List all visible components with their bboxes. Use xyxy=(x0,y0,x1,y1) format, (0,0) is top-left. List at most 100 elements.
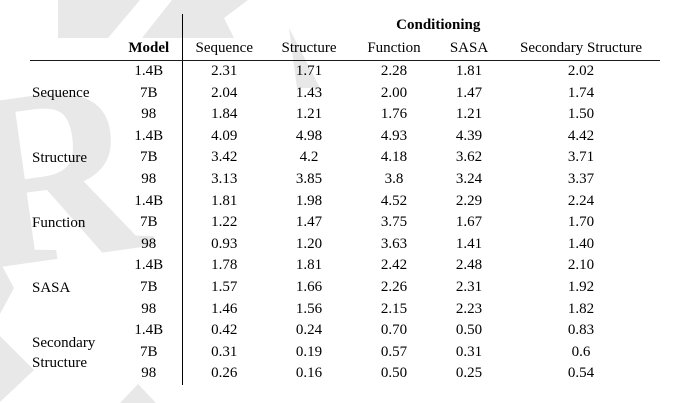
value-cell: 2.26 xyxy=(380,278,408,295)
row-group-label-function: Function xyxy=(32,214,86,231)
value-cell: 0.25 xyxy=(455,365,483,382)
model-cell: 7B xyxy=(116,82,183,105)
value-cell: 1.47 xyxy=(295,214,323,231)
column-header-row: Model Sequence Structure Function SASA S… xyxy=(30,36,661,61)
value-cell: 0.50 xyxy=(380,365,408,382)
value-cell: 2.31 xyxy=(211,63,238,79)
table-row: 7B 3.42 4.2 4.18 3.62 3.71 xyxy=(30,147,660,169)
value-cell: 3.75 xyxy=(380,214,408,231)
value-cell: 2.23 xyxy=(455,300,483,317)
value-cell: 1.21 xyxy=(295,106,323,123)
table-row: Function 1.4B 1.81 1.98 4.52 2.29 2.24 xyxy=(30,190,660,231)
value-cell: 4.52 xyxy=(380,192,408,209)
row-group-label-sasa: SASA xyxy=(32,279,71,296)
value-cell: 4.2 xyxy=(299,149,319,166)
table-row: 98 0.26 0.16 0.50 0.25 0.54 xyxy=(30,363,660,385)
model-cell: 1.4B xyxy=(116,60,183,83)
col-header-function: Function xyxy=(352,36,436,61)
value-cell: 1.56 xyxy=(295,300,323,317)
value-cell: 0.54 xyxy=(567,365,595,382)
value-cell: 2.04 xyxy=(211,84,238,101)
value-cell: 1.98 xyxy=(295,192,323,209)
value-cell: 3.13 xyxy=(211,170,238,187)
group-column-spacer xyxy=(30,36,116,61)
value-cell: 3.8 xyxy=(384,170,404,187)
value-cell: 1.76 xyxy=(380,106,408,123)
model-cell: 7B xyxy=(116,147,183,169)
value-cell: 0.31 xyxy=(211,343,238,360)
table-row: 7B 1.22 1.47 3.75 1.67 1.70 xyxy=(30,212,660,234)
row-group-label-sequence: Sequence xyxy=(32,85,90,102)
table-row: 98 1.84 1.21 1.76 1.21 1.50 xyxy=(30,104,660,126)
value-cell: 0.31 xyxy=(455,343,483,360)
value-cell: 4.18 xyxy=(380,149,408,166)
value-cell: 4.93 xyxy=(380,127,408,144)
value-cell: 3.62 xyxy=(455,149,483,166)
model-cell: 7B xyxy=(116,212,183,234)
value-cell: 1.20 xyxy=(295,235,323,252)
conditioning-header: Conditioning xyxy=(396,17,481,33)
model-cell: 98 xyxy=(116,233,183,256)
value-cell: 4.42 xyxy=(567,127,595,144)
table-row: Structure 1.4B 4.09 4.98 4.93 4.39 4.42 xyxy=(30,125,660,166)
model-cell: 7B xyxy=(116,276,183,299)
table-row: 98 0.93 1.20 3.63 1.41 1.40 xyxy=(30,233,660,256)
value-cell: 0.42 xyxy=(211,322,238,339)
table-row: Sequence 1.4B 2.31 1.71 2.28 1.81 2.02 xyxy=(30,60,660,101)
table-row: SASA 1.4B 1.78 1.81 2.42 2.48 2.10 xyxy=(30,255,660,296)
row-group-label-structure: Structure xyxy=(32,150,87,167)
value-cell: 2.10 xyxy=(567,257,595,274)
model-cell: 1.4B xyxy=(116,320,183,342)
value-cell: 3.42 xyxy=(211,149,238,166)
col-header-structure: Structure xyxy=(266,36,352,61)
value-cell: 2.29 xyxy=(455,192,483,209)
model-cell: 1.4B xyxy=(116,125,183,148)
model-column-header: Model xyxy=(116,36,183,61)
value-cell: 1.78 xyxy=(211,257,238,274)
value-cell: 2.28 xyxy=(380,63,408,79)
value-cell: 1.74 xyxy=(567,84,595,101)
value-cell: 1.84 xyxy=(211,106,238,123)
value-cell: 1.50 xyxy=(567,106,595,123)
value-cell: 4.39 xyxy=(455,127,483,144)
value-cell: 2.24 xyxy=(567,192,595,209)
value-cell: 1.67 xyxy=(455,214,483,231)
value-cell: 1.46 xyxy=(211,300,238,317)
value-cell: 0.26 xyxy=(211,365,238,382)
value-cell: 3.85 xyxy=(295,170,323,187)
value-cell: 2.02 xyxy=(567,63,595,79)
value-cell: 1.92 xyxy=(567,278,595,295)
value-cell: 0.93 xyxy=(211,235,238,252)
model-cell: 98 xyxy=(116,168,183,191)
model-cell: 98 xyxy=(116,363,183,385)
value-cell: 3.71 xyxy=(567,149,595,166)
table-row: 7B 1.57 1.66 2.26 2.31 1.92 xyxy=(30,276,660,299)
header-spacer xyxy=(30,14,183,36)
results-table: Conditioning Model Sequence Structure Fu… xyxy=(30,14,661,385)
value-cell: 0.19 xyxy=(295,343,323,360)
table-row: Secondary Structure 1.4B 0.42 0.24 0.70 … xyxy=(30,320,660,371)
value-cell: 2.42 xyxy=(380,257,408,274)
value-cell: 1.22 xyxy=(211,214,238,231)
results-table-container: Conditioning Model Sequence Structure Fu… xyxy=(30,14,661,385)
value-cell: 2.00 xyxy=(380,84,408,101)
table-row: 7B 0.31 0.19 0.57 0.31 0.6 xyxy=(30,341,660,364)
table-row: 98 1.46 1.56 2.15 2.23 1.82 xyxy=(30,298,660,321)
value-cell: 4.98 xyxy=(295,127,323,144)
col-header-sasa: SASA xyxy=(436,36,502,61)
model-cell: 98 xyxy=(116,104,183,126)
value-cell: 0.6 xyxy=(571,343,591,360)
value-cell: 1.43 xyxy=(295,84,323,101)
row-group-label-secondary-structure: Secondary Structure xyxy=(32,334,96,371)
model-cell: 1.4B xyxy=(116,190,183,213)
model-cell: 7B xyxy=(116,341,183,364)
value-cell: 0.70 xyxy=(380,322,408,339)
value-cell: 0.16 xyxy=(295,365,323,382)
value-cell: 1.82 xyxy=(567,300,595,317)
value-cell: 1.81 xyxy=(211,192,238,209)
value-cell: 1.71 xyxy=(295,63,323,79)
value-cell: 2.15 xyxy=(380,300,408,317)
table-row: 98 3.13 3.85 3.8 3.24 3.37 xyxy=(30,168,660,191)
value-cell: 0.57 xyxy=(380,343,408,360)
value-cell: 3.63 xyxy=(380,235,408,252)
